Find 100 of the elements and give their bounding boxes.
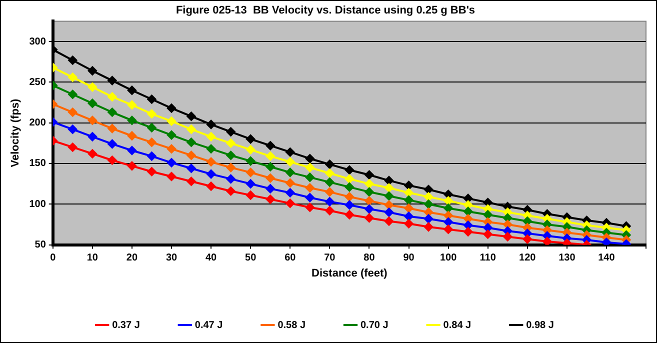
point [286, 188, 295, 198]
point [424, 222, 434, 232]
y-axis-title: Velocity (fps) [10, 98, 22, 168]
point [147, 109, 156, 118]
x-tick-label: 70 [324, 252, 336, 264]
point [286, 148, 295, 157]
point [404, 204, 414, 213]
point [424, 192, 434, 202]
point [186, 124, 196, 134]
point [68, 108, 78, 117]
point [483, 230, 492, 239]
point [305, 183, 314, 192]
point [108, 139, 117, 148]
point [206, 132, 216, 142]
x-tick-label: 0 [50, 252, 56, 264]
point [364, 196, 374, 206]
point [404, 196, 414, 205]
point [503, 232, 512, 242]
point [305, 172, 314, 182]
point [206, 144, 216, 154]
point [226, 186, 236, 196]
point [404, 180, 414, 190]
point [266, 152, 275, 161]
point [226, 127, 236, 136]
point [364, 204, 374, 214]
point [127, 161, 136, 170]
legend-label: 0.47 J [194, 320, 223, 331]
x-tick-label: 20 [126, 252, 138, 264]
point [127, 116, 136, 125]
point [325, 178, 334, 187]
point [206, 182, 216, 191]
x-tick-label: 90 [403, 252, 415, 264]
point [186, 138, 196, 147]
point [108, 108, 117, 117]
point [286, 157, 295, 166]
point [147, 152, 156, 161]
x-tick-label: 130 [558, 252, 576, 264]
point [68, 142, 78, 152]
y-tick-label: 150 [29, 158, 46, 170]
point [464, 194, 473, 203]
point [404, 212, 414, 221]
point [127, 146, 136, 155]
point [226, 163, 236, 172]
point [344, 182, 354, 192]
point [266, 184, 275, 194]
point [464, 214, 473, 224]
point [325, 206, 334, 216]
point [127, 131, 136, 140]
legend-label: 0.98 J [526, 320, 554, 331]
legend-label: 0.70 J [360, 320, 388, 331]
point [384, 176, 394, 186]
point [127, 86, 136, 95]
point [522, 234, 532, 244]
point [364, 213, 374, 222]
point [503, 213, 512, 222]
x-tick-label: 120 [519, 252, 536, 264]
point [68, 90, 78, 99]
point [88, 66, 97, 76]
point [246, 145, 256, 154]
point [266, 141, 275, 150]
point [167, 144, 176, 154]
point [364, 170, 374, 180]
point [404, 188, 414, 198]
point [88, 82, 97, 92]
point [266, 162, 275, 172]
point [206, 157, 216, 166]
point [444, 204, 453, 213]
x-tick-label: 40 [205, 252, 218, 264]
point [305, 163, 314, 172]
point [246, 190, 256, 200]
x-tick-label: 140 [598, 252, 616, 264]
point [108, 124, 117, 134]
legend-label: 0.84 J [443, 320, 472, 331]
point [88, 98, 97, 108]
point [226, 138, 236, 148]
point [108, 92, 117, 102]
point [503, 220, 512, 229]
point [186, 164, 196, 173]
point [246, 179, 256, 188]
x-tick-label: 80 [364, 252, 376, 264]
point [186, 112, 196, 121]
point [305, 193, 314, 202]
point [88, 132, 97, 142]
point [325, 187, 334, 196]
point [147, 94, 156, 104]
point [167, 104, 176, 113]
point [424, 185, 434, 194]
point [167, 172, 176, 181]
y-tick-label: 300 [29, 36, 46, 48]
point [384, 200, 394, 210]
x-tick-label: 110 [480, 252, 496, 264]
point [444, 196, 453, 206]
point [384, 192, 394, 201]
point [206, 170, 216, 179]
chart-title: Figure 025-13 BB Velocity vs. Distance using 0.25 g BB's [176, 4, 476, 17]
point [286, 198, 295, 208]
x-tick-label: 10 [86, 252, 98, 264]
point [404, 219, 414, 228]
point [464, 206, 473, 216]
x-tick-label: 60 [284, 252, 296, 264]
